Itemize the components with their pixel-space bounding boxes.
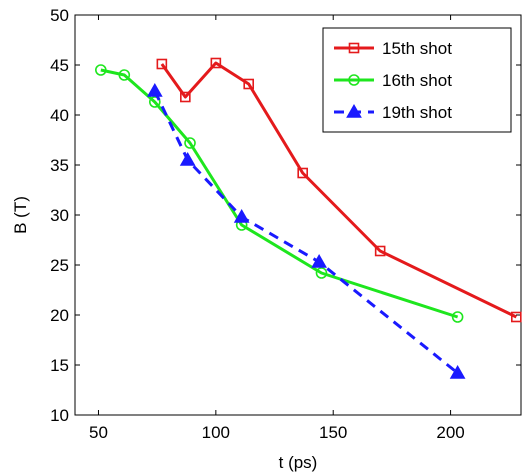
series-1 bbox=[156, 57, 522, 323]
data-point bbox=[95, 64, 107, 76]
data-point bbox=[297, 167, 308, 179]
data-point bbox=[243, 78, 255, 90]
data-point bbox=[146, 82, 163, 97]
data-point bbox=[180, 91, 191, 103]
y-tick-label: 30 bbox=[50, 206, 69, 225]
y-tick-label: 20 bbox=[50, 306, 69, 325]
series-3 bbox=[146, 82, 466, 379]
legend-item: 16th shot bbox=[334, 71, 452, 90]
legend: 15th shot 16th shot 19th shot bbox=[322, 27, 512, 133]
series-line bbox=[100, 68, 459, 319]
legend-item: 15th shot bbox=[334, 39, 452, 58]
x-tick-label: 200 bbox=[436, 423, 464, 442]
data-point bbox=[179, 151, 196, 166]
data-point bbox=[449, 364, 466, 379]
legend-marker bbox=[348, 74, 360, 86]
legend-marker bbox=[346, 103, 362, 118]
y-tick-label: 25 bbox=[50, 256, 69, 275]
data-point bbox=[311, 253, 327, 268]
data-point bbox=[184, 137, 196, 149]
series-line bbox=[160, 61, 517, 319]
series-2 bbox=[95, 64, 464, 323]
y-tick-label: 45 bbox=[50, 56, 69, 75]
legend-label: 19th shot bbox=[382, 103, 452, 122]
y-tick-label: 50 bbox=[50, 6, 69, 25]
legend-label: 15th shot bbox=[382, 39, 452, 58]
y-tick-label: 15 bbox=[50, 356, 69, 375]
y-axis-label: B (T) bbox=[11, 196, 30, 234]
x-axis-label: t (ps) bbox=[279, 453, 318, 472]
data-point bbox=[149, 96, 161, 108]
data-point bbox=[315, 267, 328, 279]
x-tick-labels: 50 100 150 200 bbox=[89, 423, 465, 442]
data-point bbox=[210, 57, 222, 69]
legend-marker bbox=[348, 42, 360, 54]
y-tick-label: 40 bbox=[50, 106, 69, 125]
legend-label: 16th shot bbox=[382, 71, 452, 90]
x-tick-label: 150 bbox=[319, 423, 347, 442]
x-tick-label: 50 bbox=[89, 423, 108, 442]
y-tick-labels: 10 15 20 25 30 35 40 45 50 bbox=[50, 6, 69, 425]
data-point bbox=[118, 69, 131, 81]
data-point bbox=[156, 58, 168, 70]
x-tick-label: 100 bbox=[202, 423, 230, 442]
y-tick-label: 35 bbox=[50, 156, 69, 175]
series-layer bbox=[95, 57, 522, 379]
data-point bbox=[511, 311, 522, 323]
data-point bbox=[374, 245, 386, 257]
y-tick-label: 10 bbox=[50, 406, 69, 425]
data-point bbox=[451, 311, 464, 323]
legend-item: 19th shot bbox=[334, 103, 452, 122]
data-point bbox=[233, 208, 250, 223]
